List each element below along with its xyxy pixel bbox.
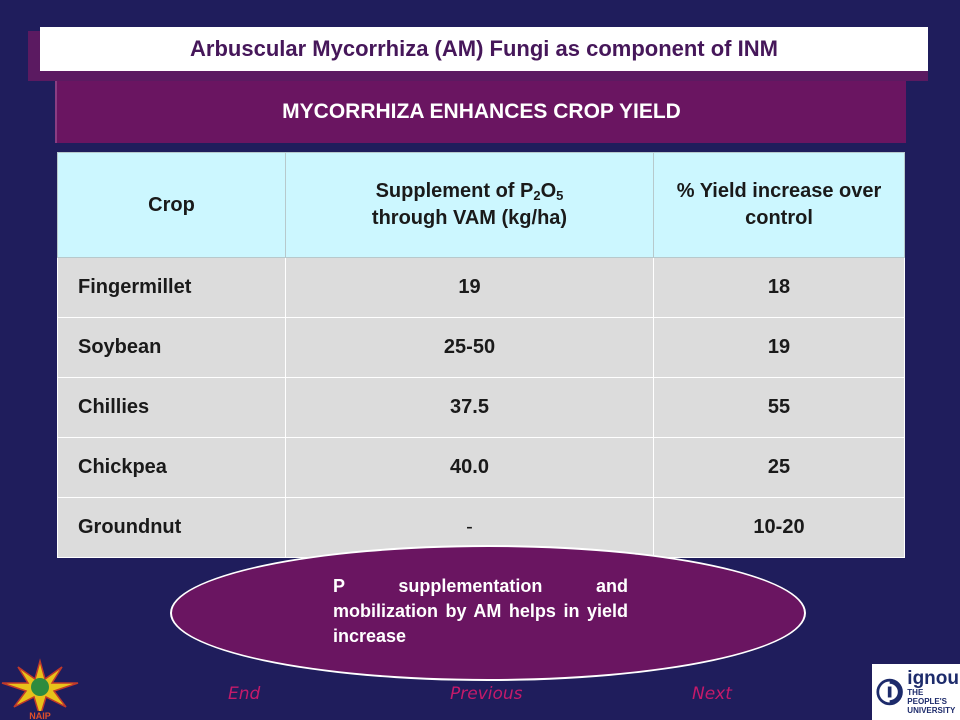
header-supplement: Supplement of P2O5 through VAM (kg/ha) — [285, 152, 654, 258]
cell-supplement: 25-50 — [285, 317, 654, 378]
cell-crop: Chillies — [57, 377, 286, 438]
slide-title: Arbuscular Mycorrhiza (AM) Fungi as comp… — [40, 27, 928, 71]
callout-ellipse — [170, 545, 806, 681]
header-supplement-sub1: 2 — [533, 188, 541, 203]
table-row: Fingermillet 19 18 — [57, 257, 905, 318]
cell-supplement: 40.0 — [285, 437, 654, 498]
cell-supplement: 19 — [285, 257, 654, 318]
cell-yield: 19 — [653, 317, 905, 378]
cell-yield: 55 — [653, 377, 905, 438]
header-supplement-sub2: 5 — [556, 188, 564, 203]
cell-crop: Soybean — [57, 317, 286, 378]
header-supplement-mid: O — [540, 180, 557, 202]
slide-subtitle: MYCORRHIZA ENHANCES CROP YIELD — [55, 81, 906, 143]
callout-text: P supplementation and mobilization by AM… — [333, 576, 628, 647]
ignou-tag-line1: THE PEOPLE'S — [907, 688, 947, 706]
header-supplement-suffix: through VAM (kg/ha) — [371, 207, 568, 229]
table-row: Soybean 25-50 19 — [57, 317, 905, 378]
cell-yield: 10-20 — [653, 497, 905, 558]
ignou-logo: ignou THE PEOPLE'S UNIVERSITY — [872, 664, 960, 720]
ignou-brand: ignou — [907, 668, 959, 689]
ignou-emblem-icon — [876, 678, 903, 706]
end-link[interactable]: End — [228, 684, 261, 704]
header-supplement-prefix: Supplement of P — [375, 180, 534, 202]
cell-crop: Chickpea — [57, 437, 286, 498]
cell-crop: Fingermillet — [57, 257, 286, 318]
cell-crop: Groundnut — [57, 497, 286, 558]
cell-supplement: 37.5 — [285, 377, 654, 438]
table-row: Chickpea 40.0 25 — [57, 437, 905, 498]
header-crop: Crop — [57, 152, 286, 258]
naip-logo-label: NAIP — [29, 711, 51, 720]
table-header-row: Crop Supplement of P2O5 through VAM (kg/… — [57, 152, 905, 258]
header-yield: % Yield increase over control — [653, 152, 905, 258]
yield-table: Crop Supplement of P2O5 through VAM (kg/… — [57, 152, 905, 558]
table-row: Chillies 37.5 55 — [57, 377, 905, 438]
ignou-tag-line2: UNIVERSITY — [907, 706, 956, 715]
previous-link[interactable]: Previous — [450, 684, 523, 704]
cell-yield: 25 — [653, 437, 905, 498]
cell-yield: 18 — [653, 257, 905, 318]
naip-logo-icon: NAIP — [1, 658, 79, 720]
next-link[interactable]: Next — [692, 684, 732, 704]
ignou-wordmark: ignou THE PEOPLE'S UNIVERSITY — [907, 669, 960, 715]
header-yield-text: % Yield increase over control — [676, 180, 882, 229]
